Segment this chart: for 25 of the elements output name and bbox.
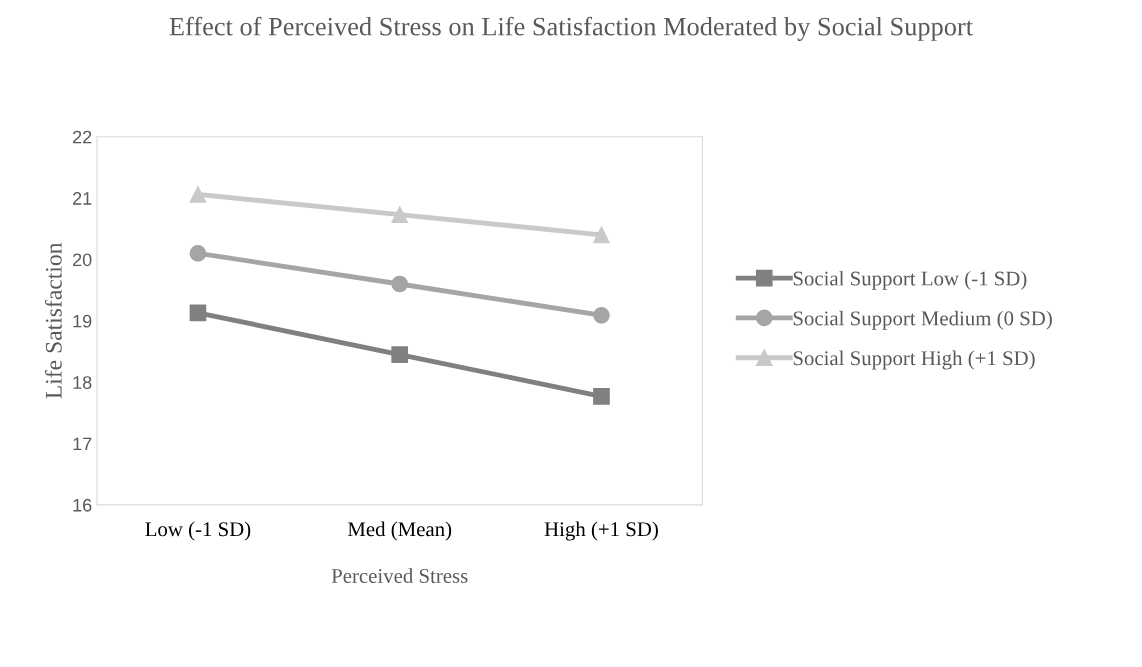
y-tick-label: 19 xyxy=(73,314,92,328)
x-tick-label: Low (-1 SD) xyxy=(145,521,251,541)
point xyxy=(189,186,207,203)
legend-label: Social Support Low (-1 SD) xyxy=(793,270,1027,290)
y-axis-title: Life Satisfaction xyxy=(44,242,62,399)
point xyxy=(391,275,409,293)
y-tick-label: 20 xyxy=(73,253,92,267)
point xyxy=(593,387,610,405)
y-tick-label: 22 xyxy=(73,130,92,144)
y-tick-label: 17 xyxy=(73,437,92,451)
chart-title: Effect of Perceived Stress on Life Satisfaction Moderated by Social Support xyxy=(169,16,973,41)
point xyxy=(189,304,207,322)
point xyxy=(593,226,610,244)
point xyxy=(391,206,409,224)
x-tick-label: High (+1 SD) xyxy=(544,521,658,541)
legend-label: Social Support High (+1 SD) xyxy=(793,350,1035,370)
y-tick-label: 21 xyxy=(73,192,92,205)
point xyxy=(593,306,610,324)
x-axis-title: Perceived Stress xyxy=(331,568,468,583)
legend-label: Social Support Medium (0 SD) xyxy=(793,310,1052,330)
point xyxy=(189,244,207,262)
x-tick-label: Med (Mean) xyxy=(347,521,452,541)
point xyxy=(391,346,409,363)
y-tick-label: 18 xyxy=(73,376,92,389)
y-tick-label: 16 xyxy=(73,498,92,512)
